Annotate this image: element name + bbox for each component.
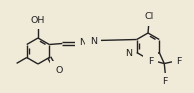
Text: O: O bbox=[55, 66, 62, 75]
Text: F: F bbox=[148, 57, 153, 66]
Text: F: F bbox=[176, 57, 182, 66]
Text: N: N bbox=[79, 38, 86, 47]
Text: N: N bbox=[90, 37, 97, 46]
Text: N: N bbox=[125, 49, 132, 58]
Text: OH: OH bbox=[31, 16, 45, 24]
Text: F: F bbox=[163, 77, 168, 86]
Text: Cl: Cl bbox=[144, 12, 154, 21]
Text: H: H bbox=[90, 33, 97, 42]
